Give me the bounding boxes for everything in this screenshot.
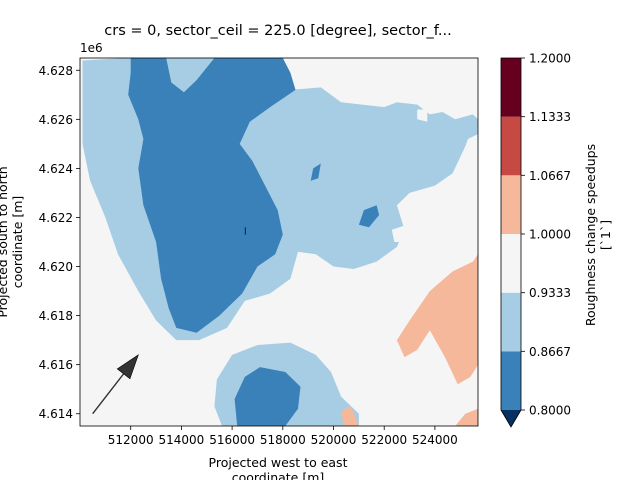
colorbar-ticks: 0.8000 0.8667 0.9333 1.0000 1.0667 1.1333 1.20… [521, 52, 571, 418]
region-white-island-ne [348, 58, 478, 81]
region-dark-blue-east [358, 205, 380, 228]
x-tick-label: 512000 [108, 433, 154, 447]
contour-regions [82, 58, 478, 426]
region-white-island-se [417, 109, 428, 122]
colorbar-tick-label: 0.8000 [529, 404, 571, 418]
x-tick-label: 516000 [209, 433, 255, 447]
colorbar-tick-label: 1.0667 [529, 169, 571, 183]
y-tick-label: 4.614 [39, 407, 73, 421]
region-white-island-center [391, 224, 407, 242]
x-tick-label: 520000 [311, 433, 357, 447]
y-tick-label: 4.624 [39, 162, 73, 176]
region-salmon-corner [455, 408, 478, 426]
plot-frame [79, 57, 479, 427]
region-salmon-south [341, 406, 359, 426]
y-tick-label: 4.616 [39, 358, 73, 372]
x-axis-label-line2: coordinate [m] [232, 470, 325, 480]
region-white-island-east [462, 134, 478, 154]
colorbar [500, 57, 522, 428]
y-tick-label: 4.626 [39, 113, 73, 127]
colorbar-segment [501, 175, 521, 234]
y-tick-label: 4.618 [39, 309, 73, 323]
wind-arrow-shaft [92, 371, 126, 415]
wind-direction-arrow-layer [92, 354, 139, 415]
colorbar-segment [501, 234, 521, 293]
region-dark-line-mark [244, 227, 246, 235]
colorbar-segment [501, 58, 521, 117]
y-tick-label: 4.628 [39, 64, 73, 78]
y-tick-label: 4.622 [39, 211, 73, 225]
colorbar-extend-min [501, 410, 521, 427]
colorbar-tick-label: 1.0000 [529, 228, 571, 242]
x-tick-label: 514000 [158, 433, 204, 447]
colorbar-segment [501, 116, 521, 176]
colorbar-label-line1: Roughness change speedups [583, 144, 598, 326]
colorbar-segment [501, 351, 521, 410]
y-axis-label-line1: Projected south to north [0, 166, 10, 317]
colorbar-tick-label: 0.9333 [529, 286, 571, 300]
colorbar-tick-label: 1.1333 [529, 110, 571, 124]
y-tick-label: 4.620 [39, 260, 73, 274]
y-offset-text: 1e6 [80, 41, 103, 55]
x-axis-label-line1: Projected west to east [209, 455, 348, 470]
wind-arrow-head [116, 354, 139, 380]
x-tick-label: 524000 [412, 433, 458, 447]
chart-title: crs = 0, sector_ceil = 225.0 [degree], s… [104, 23, 451, 39]
y-axis-ticks: 4.614 4.616 4.618 4.620 4.622 4.624 4.626 4.628 [39, 64, 80, 421]
colorbar-tick-label: 1.2000 [529, 52, 571, 66]
x-tick-label: 518000 [260, 433, 306, 447]
region-dark-blue-spot [310, 163, 321, 181]
region-dark-blue-main [128, 58, 296, 333]
colorbar-label-line2: [`1`] [598, 220, 613, 250]
region-salmon-east [396, 254, 478, 385]
x-tick-label: 522000 [361, 433, 407, 447]
x-axis-ticks: 512000 514000 516000 518000 520000 522000 5240… [108, 426, 458, 447]
colorbar-tick-label: 0.8667 [529, 345, 571, 359]
y-axis-label-line2: coordinate [m] [10, 196, 25, 289]
colorbar-segment [501, 292, 521, 352]
region-dark-blue-south [234, 367, 301, 426]
